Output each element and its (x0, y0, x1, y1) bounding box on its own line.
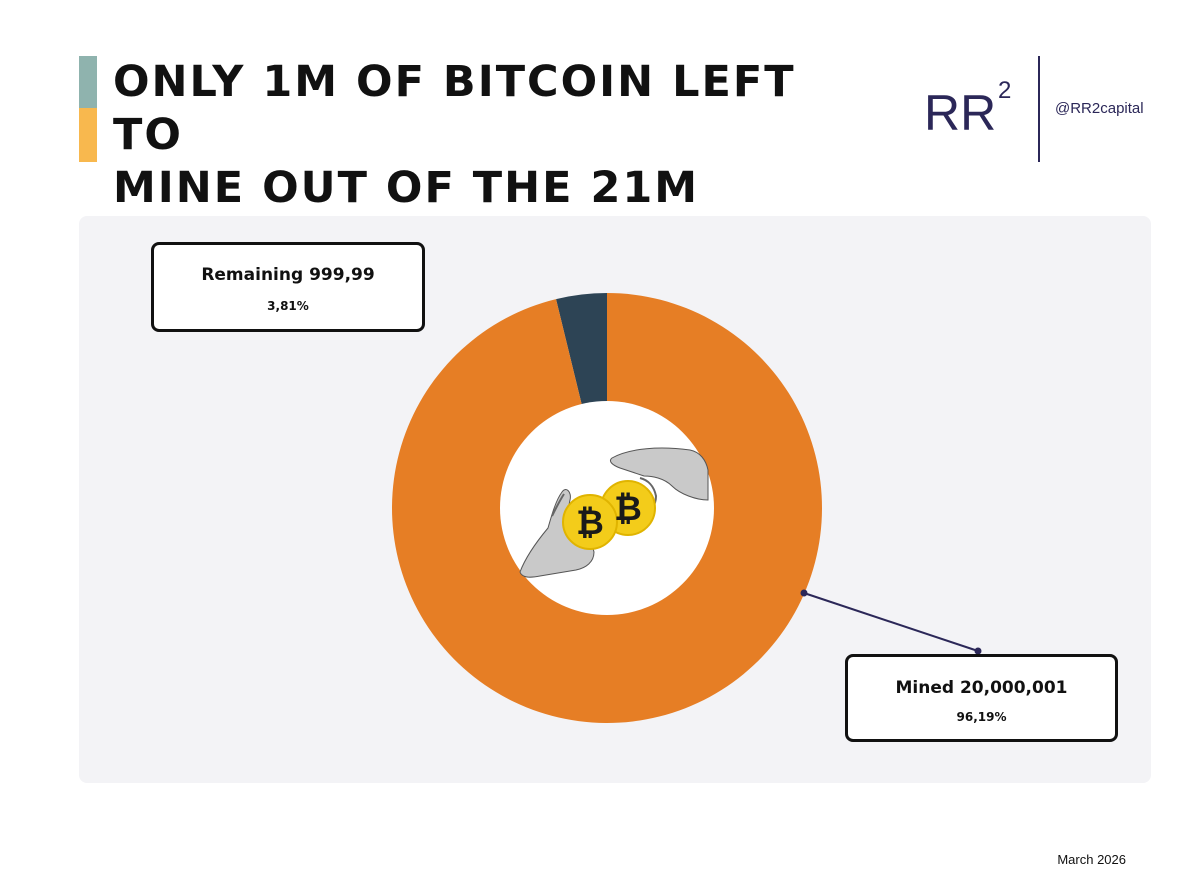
brand-logo: RR 2 (924, 77, 1011, 141)
brand-logo-text: RR (924, 85, 996, 141)
report-date: March 2026 (1057, 852, 1126, 867)
title-accent-bar-bottom (79, 108, 97, 162)
hands-bitcoin-icon: ₿ ₿ (519, 447, 709, 578)
mined-label-box: Mined 20,000,001 96,19% (845, 654, 1118, 742)
mined-label-value: 20,000,001 (959, 678, 1068, 698)
remaining-label: Remaining 999,99 (154, 265, 422, 285)
title-line-1: ONLY 1M OF BITCOIN LEFT TO (113, 57, 796, 160)
remaining-percent: 3,81% (267, 299, 309, 313)
title-accent-bar-top (79, 56, 97, 108)
mined-leader-dot-start (800, 589, 808, 597)
brand-logo-superscript: 2 (998, 77, 1011, 104)
mined-label-name: Mined (895, 678, 955, 698)
remaining-label-value: 999,99 (309, 265, 375, 285)
mined-leader-line (803, 592, 979, 652)
mined-percent: 96,19% (956, 710, 1007, 724)
remaining-label-name: Remaining (201, 265, 304, 285)
mined-leader-dot-end (974, 647, 982, 655)
svg-text:₿: ₿ (614, 489, 642, 529)
remaining-label-box: Remaining 999,99 3,81% (151, 242, 425, 332)
mined-label: Mined 20,000,001 (848, 678, 1115, 698)
svg-text:₿: ₿ (576, 503, 604, 543)
brand-handle: @RR2capital (1055, 100, 1144, 117)
brand-divider (1038, 56, 1040, 162)
